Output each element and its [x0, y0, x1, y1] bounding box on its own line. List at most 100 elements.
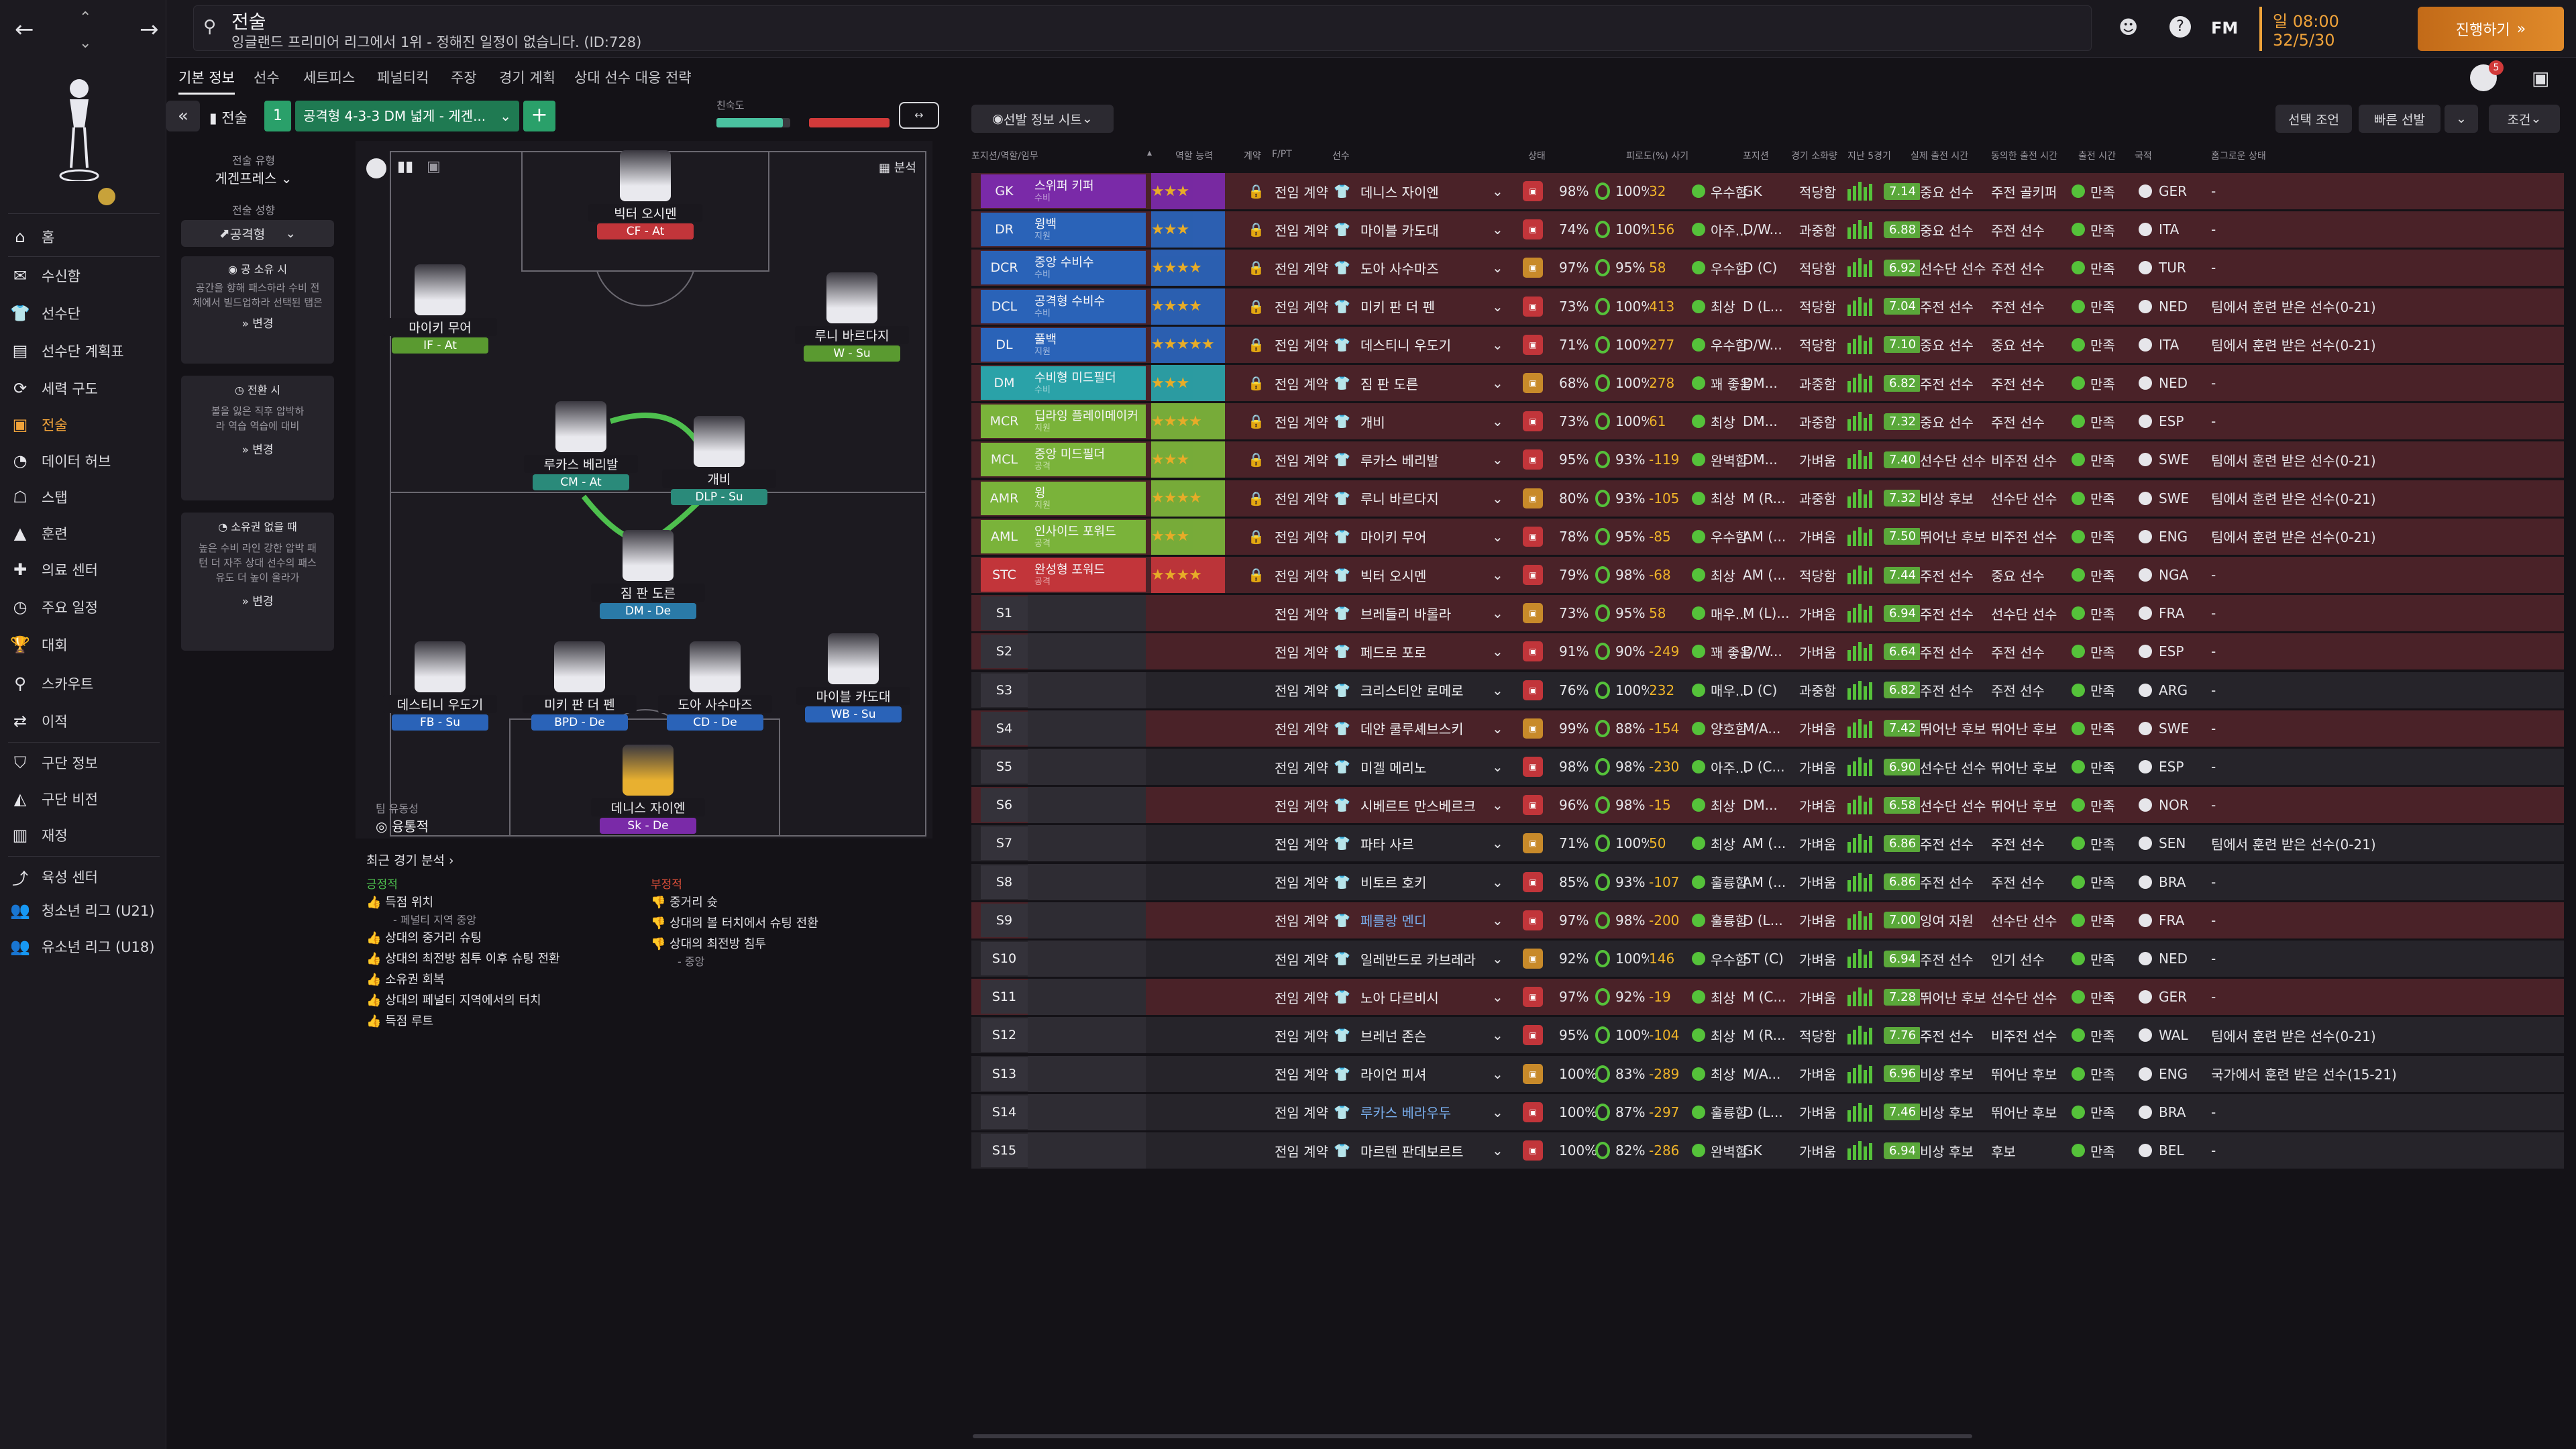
- header-time[interactable]: 출전 시간: [2078, 151, 2116, 162]
- header-role-ability[interactable]: 역할 능력: [1175, 151, 1213, 162]
- position-cell[interactable]: S9: [981, 903, 1028, 937]
- role-duty-cell[interactable]: 인사이드 포워드 공격: [1028, 519, 1146, 553]
- tab-overview[interactable]: 기본 정보: [178, 67, 235, 95]
- tab-match-plans[interactable]: 경기 계획: [499, 70, 555, 86]
- fluidity-value[interactable]: ◎ 융통적: [376, 818, 429, 835]
- condition-badge[interactable]: ▣: [1523, 1094, 1550, 1130]
- sidebar-item-finances[interactable]: ▥ 재정: [0, 818, 166, 852]
- table-row[interactable]: AML 인사이드 포워드 공격 ★★★ 🔒 전임 계약 👕 마이키 무어 ⌄ ▣ 78% 95% -85…: [971, 518, 2564, 555]
- chevron-down-icon[interactable]: ⌄: [1492, 720, 1503, 737]
- nav-down-button[interactable]: ⌄: [79, 35, 92, 52]
- lock-icon[interactable]: 🔒: [1248, 221, 1265, 238]
- chevron-down-icon[interactable]: ⌄: [1492, 835, 1503, 852]
- position-cell[interactable]: S13: [981, 1057, 1028, 1091]
- position-cell[interactable]: S12: [981, 1018, 1028, 1053]
- chevron-down-icon[interactable]: ⌄: [1492, 221, 1503, 238]
- role-duty-cell[interactable]: 중앙 수비수 수비: [1028, 251, 1146, 285]
- player-card-amr[interactable]: 루니 바르다지 W - Su: [785, 272, 919, 373]
- role-duty-cell[interactable]: 윙 지원: [1028, 481, 1146, 515]
- lock-icon[interactable]: 🔒: [1248, 528, 1265, 545]
- player-card-dr[interactable]: 마이블 카도대 WB - Su: [786, 633, 920, 734]
- chevron-down-icon[interactable]: ⌄: [1492, 912, 1503, 928]
- condition-badge[interactable]: ▣: [1523, 557, 1550, 593]
- player-role[interactable]: DM - De: [600, 603, 696, 619]
- condition-badge[interactable]: ▣: [1523, 749, 1550, 785]
- header-condition[interactable]: 상태: [1528, 151, 1546, 162]
- position-cell[interactable]: DM: [981, 366, 1028, 400]
- chevron-down-icon[interactable]: ⌄: [1492, 183, 1503, 199]
- table-row[interactable]: AMR 윙 지원 ★★★★ 🔒 전임 계약 👕 루니 바르다지 ⌄ ▣ 80% 93% -105 최상 M …: [971, 480, 2564, 517]
- player-name-cell[interactable]: 데얀 쿨루셰브스키: [1360, 721, 1464, 738]
- forward-button[interactable]: →: [140, 16, 159, 43]
- header-fatigue[interactable]: 피로도(%) 사기: [1626, 151, 1689, 162]
- chevron-down-icon[interactable]: ⌄: [1492, 336, 1503, 353]
- lock-icon[interactable]: 🔒: [1248, 183, 1265, 199]
- sidebar-item-medical[interactable]: ✚ 의료 센터: [0, 553, 166, 586]
- tab-opposition-instructions[interactable]: 상대 선수 대응 전략: [574, 70, 692, 86]
- position-cell[interactable]: GK: [981, 174, 1028, 208]
- position-cell[interactable]: MCR: [981, 405, 1028, 439]
- sidebar-item-squad[interactable]: 👕 선수단: [10, 304, 80, 323]
- table-row[interactable]: S12 전임 계약 👕 브레넌 존슨 ⌄ ▣ 95% 100%-104 최상M (R... 적당함…: [971, 1017, 2564, 1054]
- player-name-cell[interactable]: 미겔 메리노: [1360, 759, 1427, 776]
- condition-badge[interactable]: ▣: [1523, 365, 1550, 401]
- condition-badge[interactable]: ▣: [1523, 250, 1550, 286]
- player-name-cell[interactable]: 라이언 피셔: [1360, 1067, 1427, 1083]
- position-cell[interactable]: S8: [981, 865, 1028, 899]
- sidebar-item-staff[interactable]: ☖ 스탭: [0, 480, 166, 514]
- horizontal-scrollbar[interactable]: [973, 1434, 1972, 1438]
- position-cell[interactable]: AML: [981, 519, 1028, 553]
- table-row[interactable]: S2 전임 계약 👕 페드로 포로 ⌄ ▣ 91% 90% -249 꽤 좋음 D/W... 가벼움 6…: [971, 633, 2564, 670]
- condition-badge[interactable]: ▣: [1523, 441, 1550, 478]
- player-card-mcl[interactable]: 루카스 베리발 CM - At: [514, 401, 648, 502]
- lock-icon[interactable]: 🔒: [1248, 451, 1265, 468]
- mentality-select[interactable]: ⬈ 공격형 ⌄: [181, 220, 334, 247]
- out-possession-change[interactable]: » 변경: [241, 595, 274, 608]
- chevron-down-icon[interactable]: ⌄: [1492, 490, 1503, 506]
- role-duty-cell[interactable]: 딥라잉 플레이메이커 지원: [1028, 405, 1146, 439]
- role-duty-cell[interactable]: 스위퍼 키퍼 수비: [1028, 174, 1146, 208]
- position-cell[interactable]: S1: [981, 596, 1028, 631]
- position-cell[interactable]: MCL: [981, 443, 1028, 477]
- conditions-button[interactable]: 조건 ⌄: [2489, 105, 2560, 133]
- player-name-cell[interactable]: 루카스 베라우두: [1360, 1105, 1452, 1122]
- header-agreed-time[interactable]: 동의한 출전 시간: [1991, 151, 2058, 162]
- sidebar-item-home[interactable]: ⌂ 홈: [0, 220, 166, 254]
- table-row[interactable]: S4 전임 계약 👕 데얀 쿨루셰브스키 ⌄ ▣ 99% 88% -154 양호함 M/A... 가벼…: [971, 710, 2564, 747]
- position-cell[interactable]: S7: [981, 826, 1028, 861]
- header-nation[interactable]: 국적: [2135, 151, 2152, 162]
- quick-pick-button[interactable]: 빠른 선발: [2359, 105, 2440, 133]
- chevron-down-icon[interactable]: ⌄: [1492, 298, 1503, 315]
- tab-set-pieces[interactable]: 세트피스: [303, 70, 356, 86]
- tab-captains[interactable]: 주장: [451, 70, 477, 86]
- chevron-down-icon[interactable]: ⌄: [1492, 951, 1503, 967]
- fm-logo[interactable]: FM: [2211, 19, 2239, 38]
- chevron-down-icon[interactable]: ⌄: [1492, 873, 1503, 890]
- sidebar-item-scouting[interactable]: ⚲ 스카우트: [0, 667, 166, 700]
- player-role[interactable]: Sk - De: [600, 818, 696, 834]
- player-name-cell[interactable]: 데니스 자이엔: [1360, 184, 1439, 201]
- lock-icon[interactable]: 🔒: [1248, 567, 1265, 583]
- player-name-cell[interactable]: 빅터 오시멘: [1360, 568, 1427, 584]
- lock-icon[interactable]: 🔒: [1248, 336, 1265, 353]
- chevron-down-icon[interactable]: ⌄: [1492, 375, 1503, 391]
- style-value[interactable]: 게겐프레스 ⌄: [215, 170, 292, 186]
- condition-badge[interactable]: ▣: [1523, 710, 1550, 747]
- sidebar-item-transfers[interactable]: ⇄ 이적: [0, 704, 166, 738]
- player-name-cell[interactable]: 브레들리 바롤라: [1360, 606, 1452, 623]
- chevron-down-icon[interactable]: ⌄: [1492, 451, 1503, 468]
- player-role[interactable]: CF - At: [597, 223, 694, 239]
- condition-badge[interactable]: ▣: [1523, 288, 1550, 325]
- condition-badge[interactable]: ▣: [1523, 864, 1550, 900]
- chevron-down-icon[interactable]: ⌄: [1492, 1027, 1503, 1044]
- continue-button[interactable]: 진행하기»: [2418, 7, 2564, 51]
- lock-icon[interactable]: 🔒: [1248, 413, 1265, 430]
- chevron-down-icon[interactable]: ⌄: [1492, 1104, 1503, 1120]
- table-row[interactable]: S14 전임 계약 👕 루카스 베라우두 ⌄ ▣ 100% 87% -297 훌륭함 D (L...…: [971, 1093, 2564, 1130]
- player-name-cell[interactable]: 마르텐 판데보르트: [1360, 1143, 1464, 1160]
- sidebar-item-tactics[interactable]: ▣ 전술: [0, 408, 166, 441]
